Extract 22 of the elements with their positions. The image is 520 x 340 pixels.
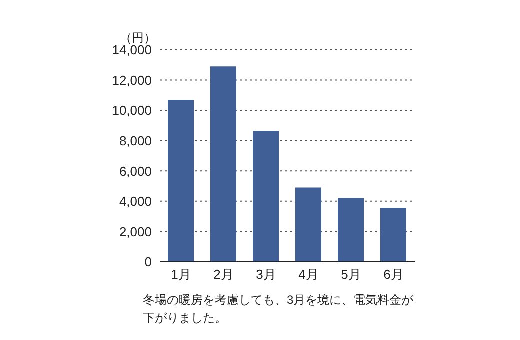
bar — [380, 208, 406, 262]
x-tick-label: 1月 — [171, 267, 192, 282]
y-tick-label: 4,000 — [119, 194, 152, 210]
bar — [296, 188, 322, 262]
y-tick-label: 14,000 — [112, 42, 152, 58]
y-tick-label: 0 — [144, 254, 152, 270]
y-tick-label: 12,000 — [112, 72, 152, 88]
y-tick-label: 2,000 — [119, 224, 152, 240]
bar — [168, 100, 194, 262]
bar — [210, 66, 236, 262]
y-tick-label: 6,000 — [119, 164, 152, 179]
x-tick-label: 2月 — [214, 267, 234, 282]
x-tick-label: 5月 — [341, 267, 362, 282]
bar — [253, 131, 279, 262]
x-tick-label: 3月 — [256, 267, 276, 282]
y-tick-label: 10,000 — [112, 103, 152, 118]
x-tick-label: 6月 — [384, 267, 404, 282]
y-tick-label: 8,000 — [119, 133, 152, 148]
bar — [338, 198, 364, 262]
text: 冬場の暖房を考慮しても、3月を境に、電気料金が下がりました。 — [143, 292, 415, 327]
y-axis-title: （円） — [120, 30, 156, 46]
x-tick-label: 4月 — [298, 267, 319, 282]
